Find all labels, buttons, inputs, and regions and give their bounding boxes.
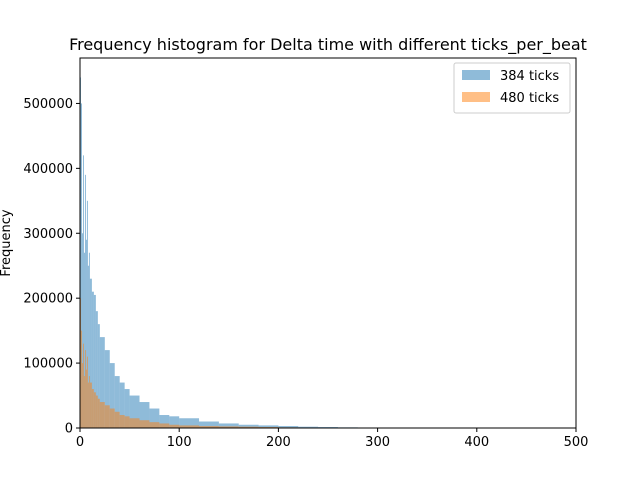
- bar: [169, 416, 180, 428]
- bar: [84, 174, 86, 428]
- x-tick-label: 100: [167, 435, 192, 450]
- plot-frame: [79, 57, 577, 429]
- bar: [159, 415, 170, 428]
- bar: [129, 418, 140, 428]
- bar: [124, 416, 130, 428]
- bar: [88, 252, 90, 428]
- bar: [89, 382, 92, 428]
- x-tick-label: 200: [266, 435, 291, 450]
- y-tick-label: 0: [65, 422, 73, 437]
- legend-swatch-480: [462, 92, 490, 102]
- y-tick-label: 400000: [23, 162, 73, 177]
- bar: [99, 402, 105, 428]
- bar: [87, 382, 89, 428]
- y-tick-label: 200000: [23, 292, 73, 307]
- bar: [85, 239, 87, 428]
- bar: [82, 155, 84, 428]
- bar: [159, 423, 170, 428]
- bar: [91, 291, 94, 428]
- bar: [83, 376, 85, 428]
- bar: [199, 426, 219, 428]
- bar: [104, 350, 110, 428]
- bar: [87, 265, 89, 428]
- bar: [93, 294, 96, 428]
- bar: [238, 426, 259, 428]
- bar: [218, 426, 239, 428]
- y-tick-label: 100000: [23, 357, 73, 372]
- bar: [86, 356, 88, 428]
- bar: [97, 324, 100, 428]
- bar: [179, 418, 200, 428]
- bar: [85, 369, 87, 428]
- bar: [129, 395, 140, 428]
- bar: [86, 200, 88, 428]
- y-axis: 0 100000 200000 300000 400000 500000: [23, 97, 80, 437]
- bar: [91, 389, 94, 428]
- bar: [149, 408, 160, 428]
- bar: [89, 278, 92, 428]
- bar: [99, 337, 105, 428]
- bar: [81, 233, 83, 428]
- bar: [104, 405, 110, 428]
- bar: [238, 424, 259, 428]
- bar: [80, 330, 82, 428]
- bar: [81, 363, 83, 428]
- bar: [119, 382, 125, 428]
- bar: [179, 425, 200, 428]
- bar: [95, 395, 98, 428]
- bar: [119, 415, 125, 428]
- y-axis-label: Frequency: [0, 209, 14, 276]
- bar: [109, 363, 115, 428]
- x-tick-label: 300: [365, 435, 390, 450]
- bar: [218, 423, 239, 428]
- y-tick-label: 300000: [23, 227, 73, 242]
- bar: [278, 426, 299, 428]
- bar: [83, 252, 85, 428]
- x-tick-label: 400: [464, 435, 489, 450]
- bar: [97, 398, 100, 428]
- bar: [169, 424, 180, 428]
- legend-label-480: 480 ticks: [500, 91, 559, 106]
- bar: [114, 411, 120, 428]
- bar: [149, 422, 160, 428]
- bar: [258, 425, 279, 428]
- bar: [109, 408, 115, 428]
- bar: [139, 402, 150, 428]
- bar: [80, 103, 82, 428]
- series-0: [80, 77, 359, 428]
- chart-title: Frequency histogram for Delta time with …: [69, 35, 587, 55]
- bar: [114, 376, 120, 428]
- x-tick-label: 0: [76, 435, 84, 450]
- legend: 384 ticks 480 ticks: [453, 62, 571, 114]
- bar: [199, 421, 219, 428]
- bar: [124, 389, 130, 428]
- x-axis: 0 100 200 300 400 500: [76, 428, 589, 450]
- bar: [298, 426, 319, 428]
- legend-swatch-384: [462, 70, 490, 80]
- bar: [82, 343, 84, 428]
- bar: [84, 350, 86, 428]
- bar: [95, 311, 98, 428]
- bar: [88, 376, 90, 428]
- legend-label-384: 384 ticks: [500, 69, 559, 84]
- bars-layer: [80, 77, 359, 428]
- bar: [93, 392, 96, 428]
- y-tick-label: 500000: [23, 97, 73, 112]
- bar: [139, 420, 150, 428]
- x-tick-label: 500: [564, 435, 589, 450]
